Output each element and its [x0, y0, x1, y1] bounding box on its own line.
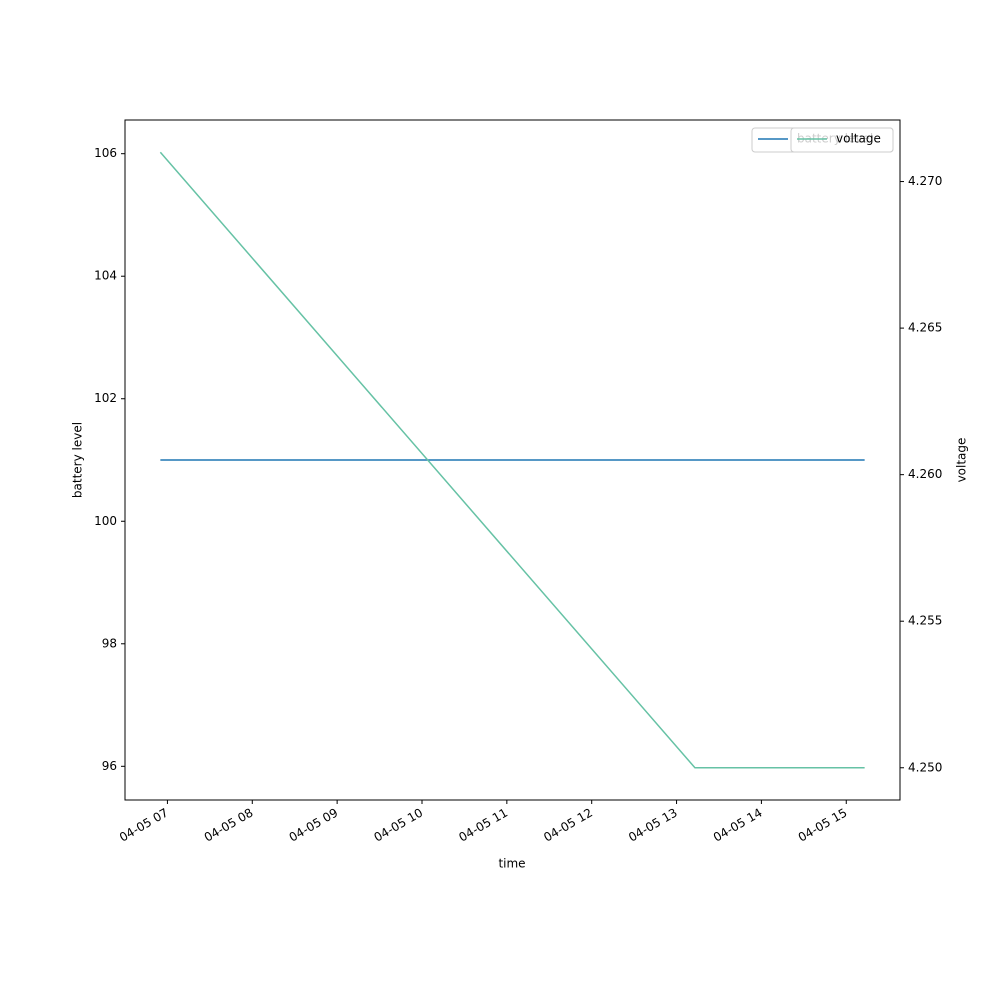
legend-label: voltage	[836, 132, 881, 146]
x-tick-label: 04-05 07	[117, 806, 171, 845]
y2-tick-label: 4.255	[908, 614, 942, 628]
x-tick-label: 04-05 10	[372, 806, 426, 845]
y-tick-label: 102	[94, 391, 117, 405]
y2-axis-label: voltage	[955, 438, 969, 483]
y-tick-label: 106	[94, 146, 117, 160]
x-tick-label: 04-05 08	[202, 806, 256, 845]
plot-frame	[124, 119, 901, 801]
x-tick-label: 04-05 13	[626, 806, 680, 845]
x-tick-label: 04-05 12	[541, 806, 595, 845]
y2-tick-label: 4.265	[908, 321, 942, 335]
y2-tick-label: 4.250	[908, 760, 942, 774]
y2-tick-label: 4.260	[908, 467, 942, 481]
y-tick-label: 104	[94, 269, 117, 283]
y2-tick-label: 4.270	[908, 174, 942, 188]
x-tick-label: 04-05 14	[711, 806, 765, 845]
y-tick-label: 100	[94, 514, 117, 528]
x-axis-label: time	[498, 857, 525, 871]
x-tick-label: 04-05 09	[287, 806, 341, 845]
series-line	[159, 151, 865, 769]
y-tick-label: 96	[102, 759, 117, 773]
y-tick-label: 98	[102, 636, 117, 650]
x-tick-label: 04-05 15	[796, 806, 850, 845]
y-axis-label: battery level	[71, 422, 85, 498]
legend-box	[790, 127, 894, 153]
x-tick-label: 04-05 11	[456, 806, 510, 845]
